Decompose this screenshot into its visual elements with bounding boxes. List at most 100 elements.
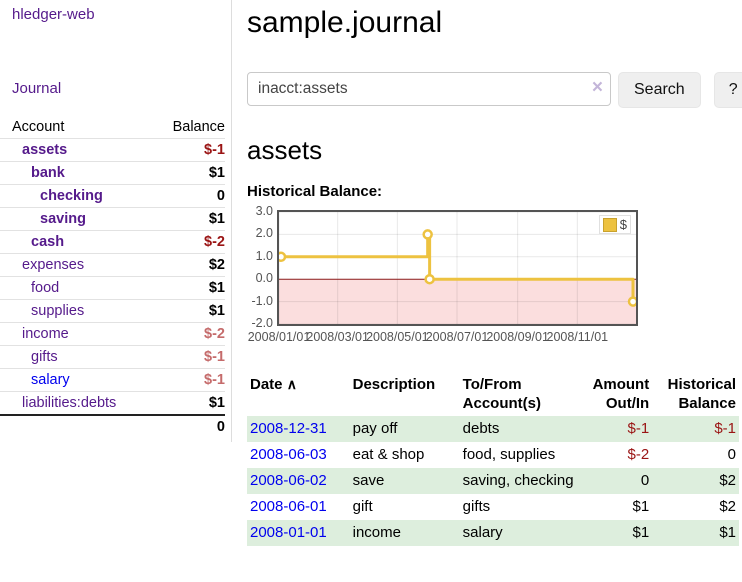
page: hledger-web Journal Account Balance asse… — [0, 0, 742, 546]
transaction-accounts: gifts — [462, 498, 491, 515]
register-row: 2008-01-01 income salary $1 $1 — [247, 520, 739, 546]
y-axis-tick-label: 0.0 — [255, 271, 273, 286]
account-link-saving[interactable]: saving — [40, 211, 86, 227]
chart-plot-area: $ — [277, 210, 638, 326]
account-link-checking[interactable]: checking — [40, 188, 103, 204]
account-link-gifts[interactable]: gifts — [31, 349, 58, 365]
account-link-expenses[interactable]: expenses — [22, 257, 85, 273]
account-link-bank[interactable]: bank — [31, 165, 65, 181]
x-axis-tick-label: 2008/09/01 — [486, 330, 549, 344]
transaction-balance: $2 — [719, 472, 736, 489]
transaction-date-link[interactable]: 2008-01-01 — [250, 524, 327, 541]
chart-label: Historical Balance: — [247, 183, 383, 200]
account-row: saving $1 — [0, 207, 225, 231]
accounts-total-row: 0 — [0, 414, 225, 438]
search-bar: × Search ? — [247, 72, 742, 108]
account-balance: $1 — [155, 276, 225, 300]
x-axis-tick-label: 2008/03/01 — [306, 330, 369, 344]
sidebar-item-journal[interactable]: Journal — [12, 80, 62, 97]
transaction-balance: $2 — [719, 498, 736, 515]
y-axis-tick-label: 3.0 — [255, 204, 273, 218]
accounts-table: Account Balance assets $-1 bank $1 check… — [0, 117, 225, 438]
main-content: sample.journal × Search ? assets Histori… — [232, 0, 742, 546]
register-row: 2008-06-03 eat & shop food, supplies $-2… — [247, 442, 739, 468]
account-balance: $-1 — [155, 138, 225, 162]
transaction-balance: $-1 — [714, 420, 736, 437]
account-balance: $-2 — [155, 230, 225, 254]
account-row: liabilities:debts $1 — [0, 391, 225, 415]
transaction-description: save — [352, 472, 385, 489]
account-balance: $-2 — [155, 322, 225, 346]
y-axis-tick-label: 2.0 — [255, 226, 273, 241]
transaction-accounts: salary — [462, 524, 503, 541]
search-input[interactable] — [247, 72, 611, 106]
account-link-income[interactable]: income — [22, 326, 69, 342]
account-row: bank $1 — [0, 161, 225, 185]
account-balance: $1 — [155, 207, 225, 231]
legend-swatch-icon — [602, 217, 617, 232]
chart-x-axis: 2008/01/01 2008/03/01 2008/05/01 2008/07/01… — [248, 330, 638, 346]
amount-column-header: Amount Out/In — [592, 376, 650, 412]
y-axis-tick-label: 1.0 — [255, 248, 273, 263]
transaction-amount: $1 — [632, 524, 650, 541]
transaction-date-link[interactable]: 2008-06-01 — [250, 498, 327, 515]
account-link-food[interactable]: food — [31, 280, 60, 296]
account-row: checking 0 — [0, 184, 225, 208]
transaction-accounts: food, supplies — [462, 446, 556, 463]
transaction-accounts: debts — [462, 420, 500, 437]
historical-balance-chart: 3.0 2.0 1.0 0.0 -1.0 -2.0 $ 2008/01/01 2008/03… — [247, 204, 742, 346]
account-balance: $2 — [155, 253, 225, 277]
register-row: 2008-06-02 save saving, checking 0 $2 — [247, 468, 739, 494]
sidebar: hledger-web Journal Account Balance asse… — [0, 0, 232, 442]
account-row: food $1 — [0, 276, 225, 300]
account-row: supplies $1 — [0, 299, 225, 323]
transaction-amount: $-2 — [627, 446, 650, 463]
account-link-assets[interactable]: assets — [22, 142, 68, 158]
app-title-link[interactable]: hledger-web — [12, 6, 95, 23]
help-button[interactable]: ? — [713, 72, 742, 108]
account-balance: $-1 — [155, 368, 225, 392]
account-link-salary[interactable]: salary — [31, 372, 70, 388]
chart-legend: $ — [598, 215, 631, 234]
account-heading: assets — [247, 135, 323, 165]
description-column-header: Description — [352, 376, 436, 393]
accounts-total-value: 0 — [155, 414, 225, 438]
register-row: 2008-06-01 gift gifts $1 $2 — [247, 494, 739, 520]
account-link-liabilities-debts[interactable]: liabilities:debts — [22, 395, 117, 411]
account-balance: $1 — [155, 299, 225, 323]
page-title: sample.journal — [247, 6, 443, 39]
accounts-column-header: To/From Account(s) — [462, 376, 541, 412]
transaction-description: pay off — [352, 420, 398, 437]
transaction-description: eat & shop — [352, 446, 425, 463]
sort-ascending-icon: ∧ — [286, 376, 297, 392]
search-button[interactable]: Search — [618, 72, 701, 108]
transaction-description: income — [352, 524, 401, 541]
account-row: cash $-2 — [0, 230, 225, 254]
clear-search-icon[interactable]: × — [591, 77, 603, 98]
transaction-amount: $1 — [632, 498, 650, 515]
account-balance: $-1 — [155, 345, 225, 369]
account-row: gifts $-1 — [0, 345, 225, 369]
date-column-header[interactable]: Date ∧ — [250, 376, 297, 393]
chart-y-axis: 3.0 2.0 1.0 0.0 -1.0 -2.0 — [247, 204, 273, 330]
account-column-header: Account — [12, 119, 65, 135]
x-axis-tick-label: 2008/01/01 — [247, 330, 311, 344]
account-row: expenses $2 — [0, 253, 225, 277]
accounts-header-row: Account Balance — [0, 117, 225, 139]
register-row: 2008-12-31 pay off debts $-1 $-1 — [247, 416, 739, 442]
account-link-cash[interactable]: cash — [31, 234, 65, 250]
register-table: Date ∧ Description To/From Account(s) Am… — [247, 372, 739, 546]
x-axis-tick-label: 2008/05/01 — [366, 330, 429, 344]
account-link-supplies[interactable]: supplies — [31, 303, 85, 319]
account-row: salary $-1 — [0, 368, 225, 392]
legend-label: $ — [619, 217, 627, 232]
y-axis-tick-label: -1.0 — [251, 293, 273, 308]
transaction-date-link[interactable]: 2008-06-02 — [250, 472, 327, 489]
balance-column-header: Historical Balance — [667, 376, 736, 412]
account-balance: $1 — [155, 391, 225, 415]
transaction-date-link[interactable]: 2008-12-31 — [250, 420, 327, 437]
account-row: income $-2 — [0, 322, 225, 346]
y-axis-tick-label: -2.0 — [251, 316, 273, 330]
transaction-balance: 0 — [727, 446, 736, 463]
transaction-date-link[interactable]: 2008-06-03 — [250, 446, 327, 463]
